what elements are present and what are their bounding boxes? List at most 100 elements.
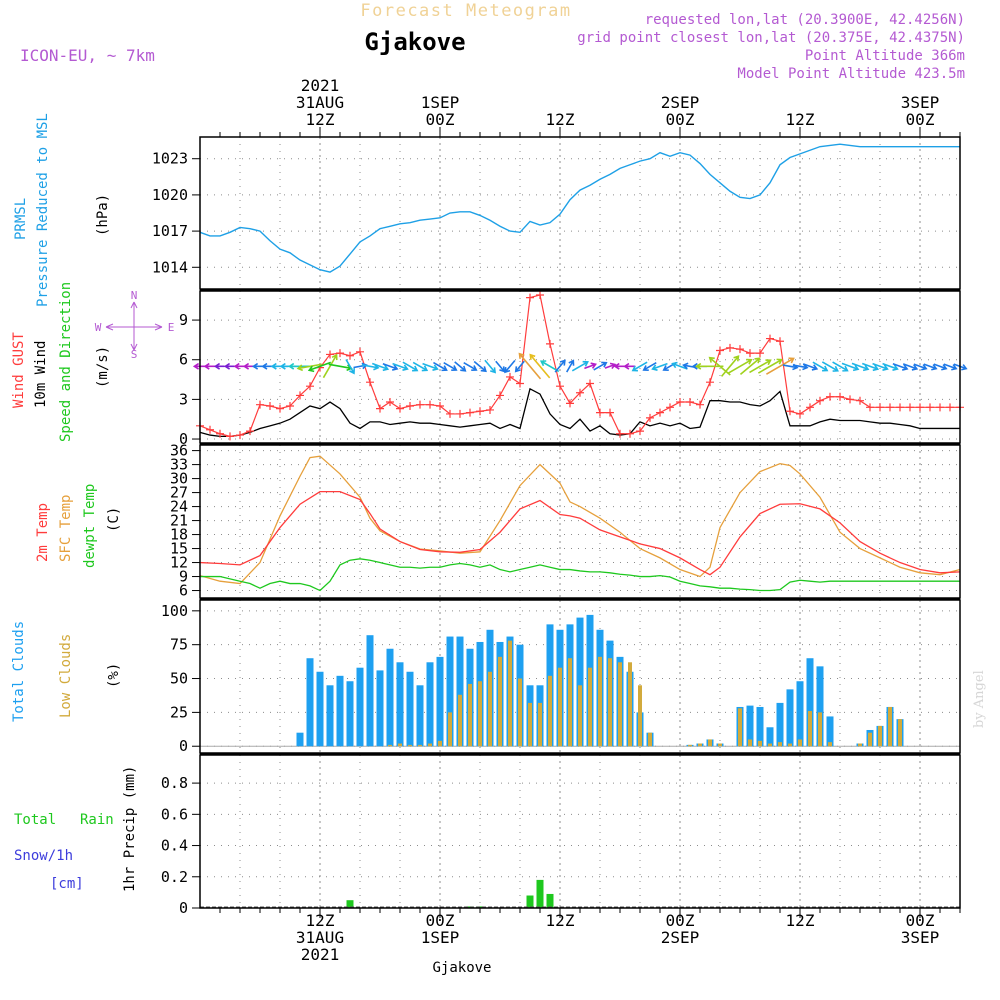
gust-marker xyxy=(606,408,614,417)
wind-direction-arrow xyxy=(631,361,648,372)
gust-marker xyxy=(266,401,274,410)
x-label-bottom: 00Z xyxy=(906,911,935,930)
y-tick-label: 0 xyxy=(179,430,188,448)
gust-marker xyxy=(786,407,794,416)
label-2m-temp: 2m Temp xyxy=(35,503,51,562)
gust-marker xyxy=(586,379,594,388)
wind-direction-arrow xyxy=(571,360,589,372)
x-label-bottom: 1SEP xyxy=(421,928,460,947)
label-precip-mm: 1hr Precip (mm) xyxy=(122,766,138,892)
gust-marker xyxy=(866,403,874,412)
wind-direction-arrow xyxy=(749,359,772,374)
gust-marker xyxy=(896,403,904,412)
y-tick-label: 25 xyxy=(170,703,188,721)
x-label-bottom: 2SEP xyxy=(661,928,700,947)
wind-direction-arrow xyxy=(514,360,525,373)
low-cloud-bar xyxy=(858,743,862,747)
total-cloud-bar xyxy=(346,681,354,747)
y-tick-label: 36 xyxy=(170,442,188,460)
total-cloud-bar xyxy=(426,662,434,747)
low-cloud-bar xyxy=(558,667,562,747)
x-label-top: 12Z xyxy=(786,110,815,129)
temp-sfc-line xyxy=(199,455,961,585)
total-cloud-bar xyxy=(756,706,764,747)
total-cloud-bar xyxy=(746,705,754,747)
y-tick-label: 12 xyxy=(170,554,188,572)
y-tick-label: 9 xyxy=(179,311,188,329)
label-dewpt-temp: dewpt Temp xyxy=(82,484,98,568)
low-cloud-bar xyxy=(488,671,492,747)
low-cloud-bar xyxy=(758,740,762,747)
total-cloud-bar xyxy=(386,648,394,747)
total-cloud-bar xyxy=(436,656,444,747)
label-percent: (%) xyxy=(106,663,122,688)
total-cloud-bar xyxy=(356,667,364,747)
y-tick-label: 9 xyxy=(179,568,188,586)
label-snow: Snow/1h xyxy=(14,848,73,864)
wind-direction-arrow xyxy=(821,361,839,372)
gust-marker xyxy=(326,350,334,359)
low-cloud-bar xyxy=(538,702,542,747)
low-cloud-bar xyxy=(688,744,692,747)
y-tick-label: 0.6 xyxy=(161,805,188,823)
y-tick-label: 1014 xyxy=(152,258,188,276)
low-cloud-bar xyxy=(778,742,782,747)
label-total: Total xyxy=(14,812,56,828)
gust-marker xyxy=(416,400,424,409)
y-tick-label: 1020 xyxy=(152,186,188,204)
low-cloud-bar xyxy=(608,658,612,747)
wind-direction-arrow xyxy=(882,362,899,371)
y-tick-label: 33 xyxy=(170,456,188,474)
x-label-bottom: 2021 xyxy=(301,945,340,964)
gust-marker xyxy=(666,403,674,412)
low-cloud-bar xyxy=(398,743,402,747)
gust-marker xyxy=(616,429,624,438)
wind-direction-arrow xyxy=(203,362,215,370)
x-label-top: 12Z xyxy=(546,110,575,129)
wind-direction-arrow xyxy=(566,359,575,373)
gust-marker xyxy=(236,431,244,440)
total-cloud-bar xyxy=(416,685,424,747)
low-cloud-bar xyxy=(818,712,822,747)
wind-direction-arrow xyxy=(812,361,829,372)
gust-marker xyxy=(436,401,444,410)
low-cloud-bar xyxy=(438,740,442,747)
wind-speed-line xyxy=(199,387,960,438)
info-requested: requested lon,lat (20.3900E, 42.4256N) xyxy=(645,12,965,28)
gust-marker xyxy=(256,400,264,409)
label-sfc-temp: SFC Temp xyxy=(58,495,74,562)
x-label-top: 1SEP xyxy=(421,93,460,112)
gust-marker xyxy=(756,349,764,358)
gust-marker xyxy=(366,378,374,387)
gust-marker xyxy=(626,429,634,438)
x-label-top: 00Z xyxy=(426,110,455,129)
model-label: ICON-EU, ~ 7km xyxy=(20,46,155,65)
y-tick-label: 15 xyxy=(170,540,188,558)
x-label-bottom: 12Z xyxy=(306,911,335,930)
y-tick-label: 0 xyxy=(179,899,188,917)
gust-marker xyxy=(336,349,344,358)
gust-marker xyxy=(926,403,934,412)
low-cloud-bar xyxy=(528,702,532,747)
gust-marker xyxy=(706,378,714,387)
gust-marker xyxy=(396,404,404,413)
info-gridpoint: grid point closest lon,lat (20.375E, 42.… xyxy=(577,30,965,46)
label-10m-wind: 10m Wind xyxy=(33,341,49,408)
gust-marker xyxy=(676,398,684,407)
y-tick-label: 24 xyxy=(170,498,188,516)
total-cloud-bar xyxy=(806,658,814,747)
x-label-bottom: 31AUG xyxy=(296,928,344,947)
low-cloud-bar xyxy=(638,685,642,747)
total-cloud-bar xyxy=(776,702,784,747)
low-cloud-bar xyxy=(448,712,452,747)
low-cloud-bar xyxy=(808,711,812,747)
wind-direction-arrow xyxy=(307,361,332,373)
gust-marker xyxy=(376,404,384,413)
gust-marker xyxy=(796,409,804,418)
wind-direction-arrow xyxy=(642,362,657,372)
rain-bar xyxy=(546,893,554,908)
low-cloud-bar xyxy=(738,708,742,747)
gust-marker xyxy=(216,429,224,438)
wind-direction-arrow xyxy=(296,363,323,372)
